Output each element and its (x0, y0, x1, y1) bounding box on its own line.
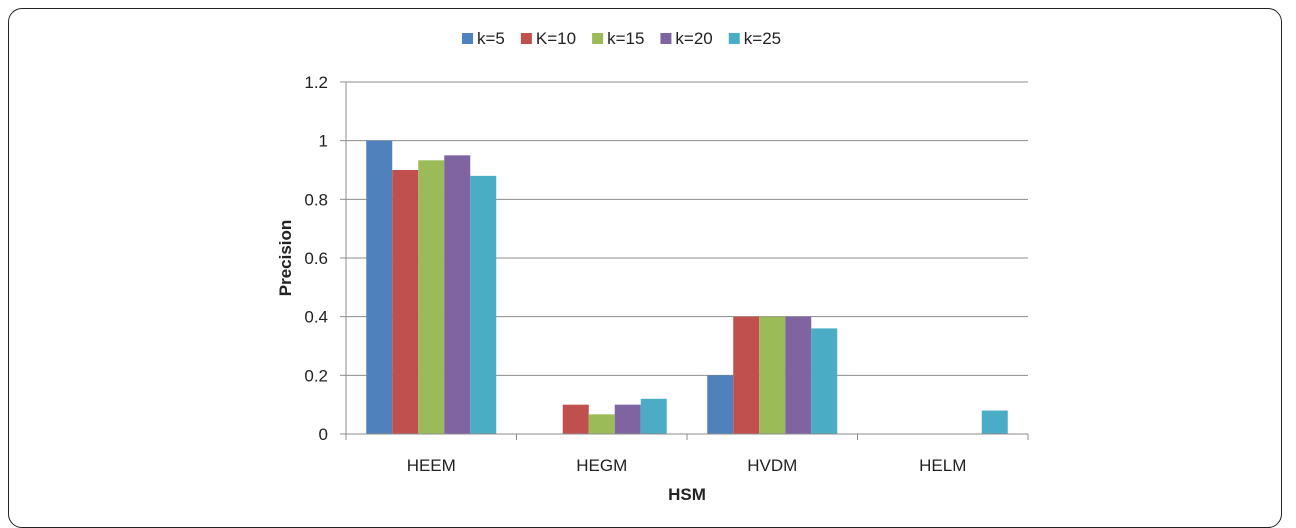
bar-chart: k=5 K=10 k=15 k=20 k=25 0 0.2 0.4 0.6 0.8 1 1.2 HE… (276, 29, 1029, 503)
x-category-label: HEEM (407, 456, 456, 475)
y-tick-label: 0.8 (304, 190, 328, 209)
y-axis-ticks: 0 0.2 0.4 0.6 0.8 1 1.2 (304, 73, 346, 444)
bar (811, 328, 838, 434)
bar (614, 404, 641, 434)
legend-swatch (660, 33, 672, 44)
x-category-label: HVDM (747, 456, 797, 475)
legend-label: k=5 (477, 29, 505, 48)
axes (345, 82, 1029, 440)
bar (981, 410, 1008, 434)
legend-label: k=20 (675, 29, 712, 48)
y-tick-label: 0.2 (304, 366, 328, 385)
y-tick-label: 0.6 (304, 249, 328, 268)
x-axis-title: HSM (668, 485, 706, 503)
bar (733, 316, 760, 434)
bars (366, 140, 1008, 435)
bar (418, 160, 445, 434)
bar (707, 375, 734, 434)
bar (366, 140, 393, 434)
legend-swatch (520, 33, 532, 44)
y-tick-label: 1.2 (304, 73, 328, 92)
chart-frame (8, 8, 1282, 528)
y-tick-label: 1 (319, 132, 328, 151)
bar (392, 170, 419, 434)
y-tick-label: 0 (319, 425, 328, 444)
legend-swatch (462, 33, 473, 44)
y-axis-title: Precision (276, 220, 295, 297)
x-axis-categories: HEEM HEGM HVDM HELM (407, 456, 967, 475)
bar (562, 404, 589, 434)
legend-label: K=10 (536, 29, 576, 48)
bar (588, 414, 615, 434)
bar (444, 155, 471, 435)
bar (470, 175, 497, 434)
legend-label: k=25 (744, 29, 781, 48)
legend-swatch (728, 33, 740, 44)
legend-swatch (592, 33, 604, 44)
bar (640, 398, 667, 434)
chart-legend: k=5 K=10 k=15 k=20 k=25 (462, 29, 781, 48)
y-tick-label: 0.4 (304, 308, 328, 327)
bar (785, 316, 812, 434)
bar (759, 316, 786, 434)
legend-label: k=15 (607, 29, 644, 48)
x-category-label: HEGM (576, 456, 627, 475)
x-category-label: HELM (919, 456, 966, 475)
